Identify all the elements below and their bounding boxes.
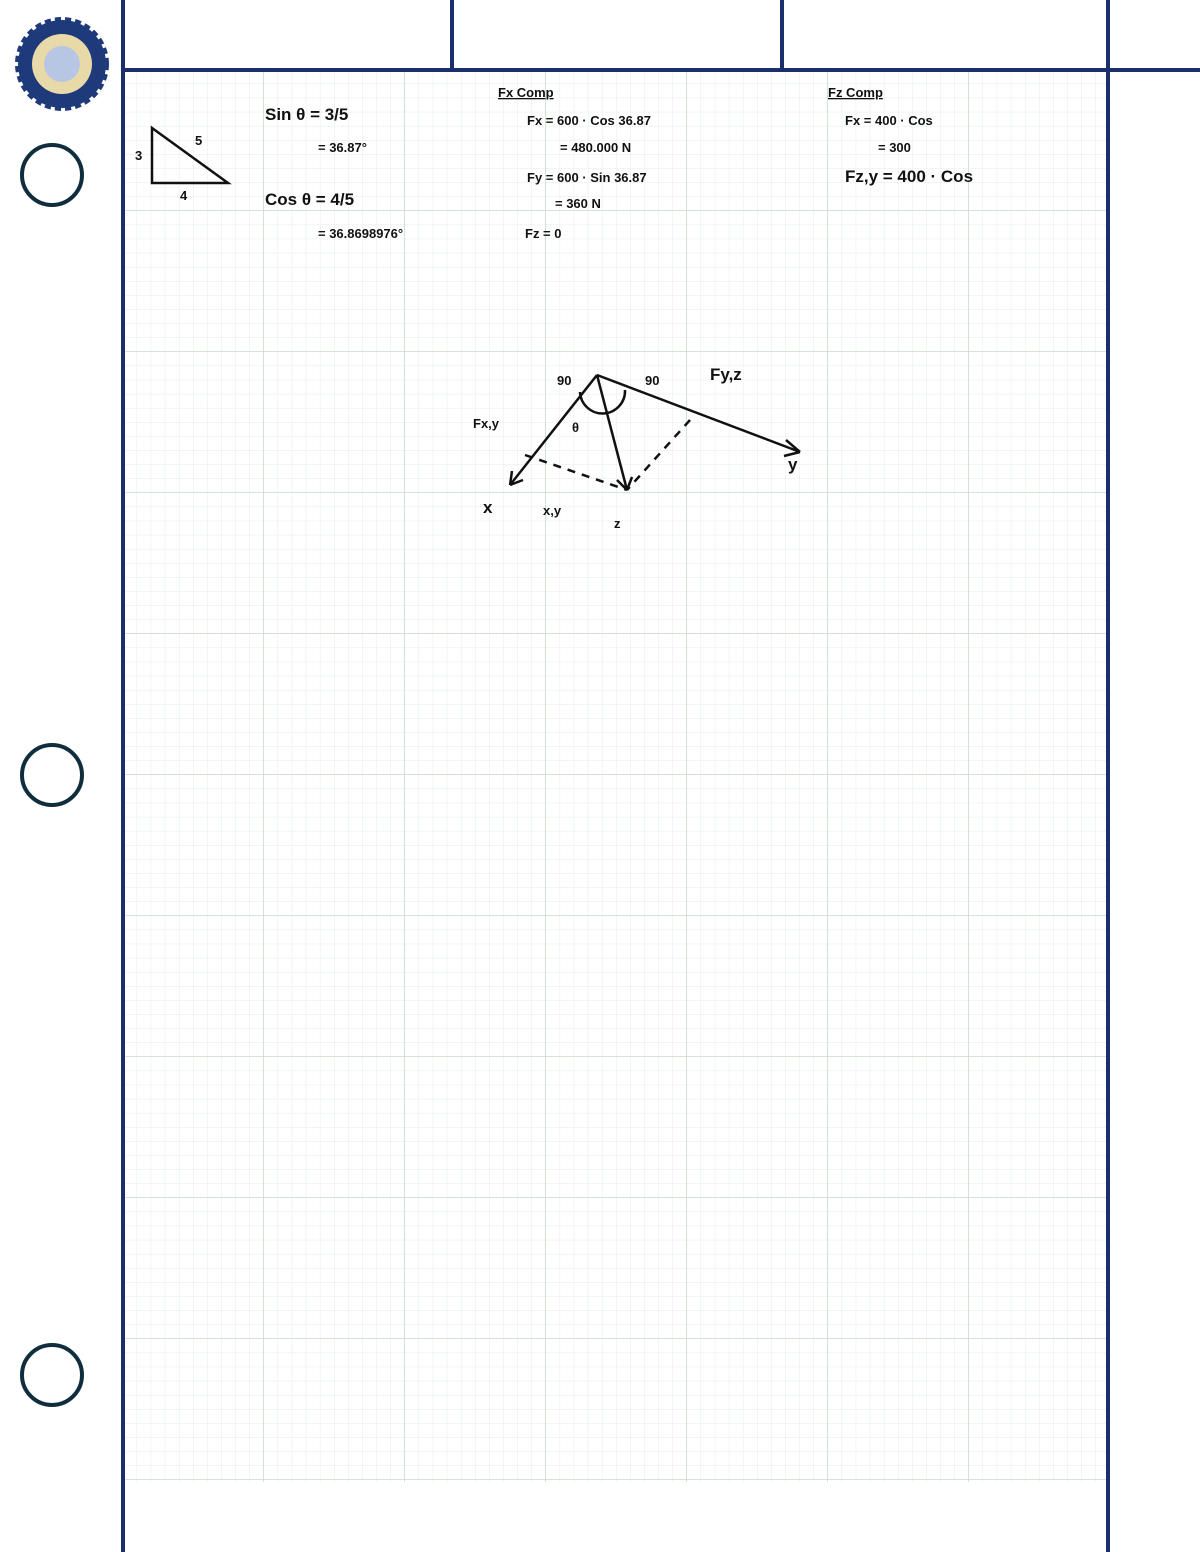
triangle-sketch: 3 5 4 bbox=[135, 125, 232, 203]
diagram-label: 90 bbox=[645, 373, 659, 388]
note: Fz,y = 400 · Cos bbox=[845, 167, 973, 186]
note: = 480.000 N bbox=[560, 140, 631, 155]
note: Cos θ = 4/5 bbox=[265, 190, 354, 209]
side-label: 3 bbox=[135, 148, 142, 163]
binder-holes bbox=[20, 143, 84, 1407]
note: = 36.87° bbox=[318, 140, 367, 155]
note: Fx = 400 · Cos bbox=[845, 113, 933, 128]
diagram-label: y bbox=[788, 455, 798, 474]
heading: Fz Comp bbox=[828, 85, 883, 100]
grid-major bbox=[123, 70, 1108, 1482]
diagram-label: Fx,y bbox=[473, 416, 500, 431]
note: = 300 bbox=[878, 140, 911, 155]
diagram-label: z bbox=[614, 516, 621, 531]
page-frame bbox=[121, 0, 1200, 1552]
diagram-label: Fy,z bbox=[710, 365, 742, 384]
diagram-label: x bbox=[483, 498, 493, 517]
note: = 360 N bbox=[555, 196, 601, 211]
diagram-label: 90 bbox=[557, 373, 571, 388]
side-label: 4 bbox=[180, 188, 188, 203]
logo bbox=[15, 17, 109, 111]
diagram-label: θ bbox=[572, 420, 579, 435]
note: Fx = 600 · Cos 36.87 bbox=[527, 113, 651, 128]
note: Sin θ = 3/5 bbox=[265, 105, 348, 124]
diagram-label: x,y bbox=[543, 503, 562, 518]
note: Fy = 600 · Sin 36.87 bbox=[527, 170, 647, 185]
side-label: 5 bbox=[195, 133, 202, 148]
force-diagram: 90 90 Fy,z Fx,y θ x y z x,y bbox=[473, 365, 801, 531]
note: Fz = 0 bbox=[525, 226, 562, 241]
heading: Fx Comp bbox=[498, 85, 554, 100]
note: = 36.8698976° bbox=[318, 226, 403, 241]
